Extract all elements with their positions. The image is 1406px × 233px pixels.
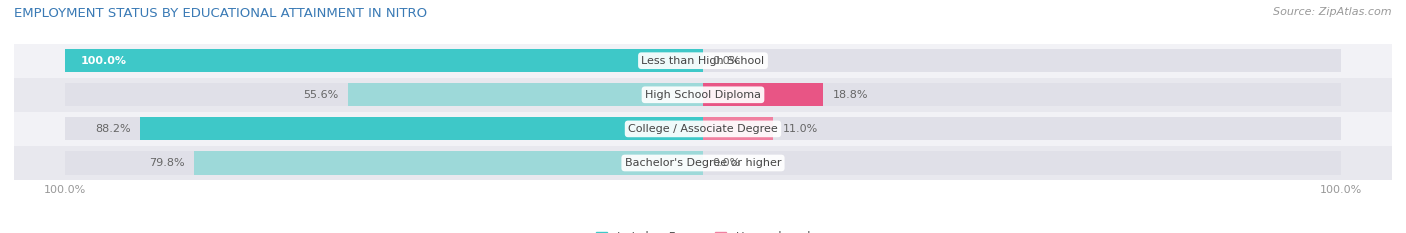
Text: College / Associate Degree: College / Associate Degree [628, 124, 778, 134]
Text: 88.2%: 88.2% [96, 124, 131, 134]
Text: EMPLOYMENT STATUS BY EDUCATIONAL ATTAINMENT IN NITRO: EMPLOYMENT STATUS BY EDUCATIONAL ATTAINM… [14, 7, 427, 20]
Text: Source: ZipAtlas.com: Source: ZipAtlas.com [1274, 7, 1392, 17]
Text: 79.8%: 79.8% [149, 158, 184, 168]
Bar [703, 117, 1341, 140]
Legend: In Labor Force, Unemployed: In Labor Force, Unemployed [591, 226, 815, 233]
Bar [703, 83, 1341, 106]
Bar [349, 83, 703, 106]
Bar [14, 44, 1392, 78]
Text: 55.6%: 55.6% [304, 90, 339, 100]
Bar [65, 151, 703, 175]
Bar [194, 151, 703, 175]
Text: High School Diploma: High School Diploma [645, 90, 761, 100]
Bar [703, 151, 1341, 175]
Text: 0.0%: 0.0% [713, 56, 741, 66]
Bar [14, 146, 1392, 180]
Bar [65, 117, 703, 140]
Text: 100.0%: 100.0% [82, 56, 127, 66]
Bar [65, 49, 703, 72]
Text: 18.8%: 18.8% [832, 90, 868, 100]
Bar [14, 78, 1392, 112]
Bar [703, 83, 823, 106]
Bar [703, 49, 1341, 72]
Bar [65, 83, 703, 106]
Text: Less than High School: Less than High School [641, 56, 765, 66]
Bar [703, 117, 773, 140]
Bar [141, 117, 703, 140]
Text: 0.0%: 0.0% [713, 158, 741, 168]
Bar [65, 49, 703, 72]
Text: 11.0%: 11.0% [783, 124, 818, 134]
Bar [14, 112, 1392, 146]
Text: Bachelor's Degree or higher: Bachelor's Degree or higher [624, 158, 782, 168]
